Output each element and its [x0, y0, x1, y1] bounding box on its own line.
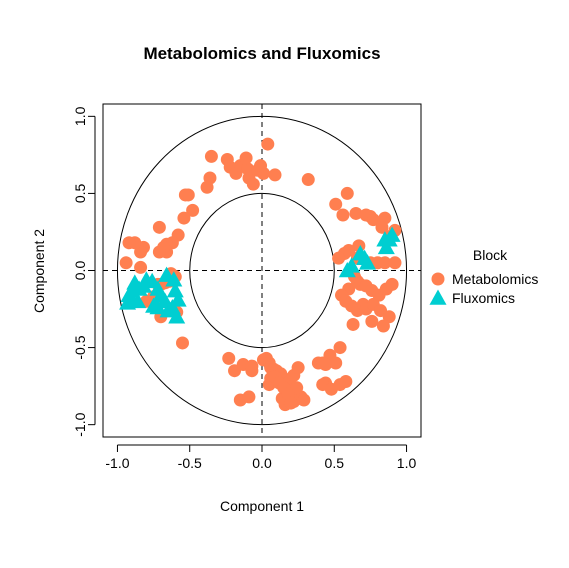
data-point-metabolomics: [385, 277, 399, 291]
data-point-metabolomics: [365, 314, 379, 328]
legend-label-fluxomics: Fluxomics: [452, 290, 515, 306]
y-tick-label: -1.0: [72, 412, 88, 436]
data-point-metabolomics: [382, 310, 396, 324]
y-tick-label: 0.5: [72, 183, 88, 203]
data-point-metabolomics: [366, 213, 380, 227]
data-point-metabolomics: [152, 220, 166, 234]
data-point-metabolomics: [186, 203, 200, 217]
data-point-metabolomics: [200, 180, 214, 194]
data-point-fluxomics: [168, 308, 186, 324]
data-point-fluxomics: [129, 292, 147, 309]
data-point-fluxomics: [343, 257, 361, 273]
series-metabolomics: [119, 137, 402, 412]
data-point-metabolomics: [333, 341, 347, 355]
data-point-fluxomics: [156, 292, 174, 309]
data-point-metabolomics: [376, 319, 390, 333]
x-tick-label: 0.0: [252, 455, 272, 471]
y-tick-label: 1.0: [72, 106, 88, 126]
data-point-metabolomics: [339, 375, 353, 388]
data-point-metabolomics: [340, 186, 354, 200]
y-axis-label: Component 2: [31, 229, 47, 313]
data-point-metabolomics: [375, 220, 389, 234]
y-tick-label: -0.5: [72, 335, 88, 359]
data-point-fluxomics: [359, 254, 377, 270]
x-tick-label: -0.5: [178, 455, 202, 471]
legend-label-metabolomics: Metabolomics: [452, 271, 538, 287]
data-point-metabolomics: [268, 168, 282, 182]
data-point-metabolomics: [122, 236, 136, 250]
data-point-metabolomics: [242, 390, 256, 404]
data-point-fluxomics: [159, 302, 177, 318]
x-tick-label: 1.0: [397, 455, 417, 471]
y-tick-label: 0.0: [72, 261, 88, 281]
data-point-metabolomics: [246, 177, 260, 191]
legend-marker-fluxomics: [429, 289, 447, 305]
data-point-fluxomics: [145, 297, 163, 313]
data-point-fluxomics: [119, 294, 137, 310]
data-point-metabolomics: [119, 256, 133, 270]
axes: -1.0 -0.5 0.0 0.5 1.0 -1.0 -0.5 0.0 0.5 1.0: [72, 106, 416, 471]
data-point-metabolomics: [176, 336, 189, 350]
data-point-metabolomics: [388, 256, 402, 270]
x-tick-label: 0.5: [325, 455, 345, 471]
x-tick-label: -1.0: [105, 455, 129, 471]
data-point-metabolomics: [284, 396, 298, 410]
data-point-metabolomics: [329, 356, 343, 370]
data-point-fluxomics: [377, 238, 395, 255]
chart-title: Metabolomics and Fluxomics: [143, 44, 380, 63]
data-point-metabolomics: [222, 351, 236, 365]
legend-marker-metabolomics: [431, 272, 445, 286]
data-point-metabolomics: [349, 206, 363, 220]
data-point-fluxomics: [165, 271, 183, 287]
data-point-metabolomics: [316, 356, 330, 370]
plot-area: [102, 103, 422, 438]
data-point-metabolomics: [177, 211, 191, 225]
data-point-metabolomics: [239, 151, 253, 165]
data-point-metabolomics: [301, 173, 315, 187]
data-point-metabolomics: [134, 260, 148, 274]
data-point-fluxomics: [166, 282, 184, 298]
data-point-metabolomics: [245, 359, 259, 373]
data-point-metabolomics: [336, 208, 350, 222]
data-point-metabolomics: [134, 245, 148, 259]
legend: Block Metabolomics Fluxomics: [429, 247, 538, 306]
data-point-metabolomics: [204, 149, 218, 163]
data-point-fluxomics: [376, 231, 394, 247]
data-point-metabolomics: [261, 137, 275, 151]
data-point-metabolomics: [332, 251, 346, 265]
legend-title: Block: [473, 247, 508, 263]
x-axis-label: Component 1: [220, 498, 304, 514]
data-point-metabolomics: [254, 159, 268, 173]
data-point-metabolomics: [291, 361, 305, 375]
data-point-metabolomics: [378, 256, 392, 270]
data-point-metabolomics: [346, 317, 360, 331]
data-point-metabolomics: [152, 245, 166, 259]
data-point-metabolomics: [329, 197, 343, 211]
data-point-metabolomics: [297, 393, 311, 407]
series-fluxomics: [119, 226, 401, 324]
data-point-metabolomics: [178, 188, 192, 202]
